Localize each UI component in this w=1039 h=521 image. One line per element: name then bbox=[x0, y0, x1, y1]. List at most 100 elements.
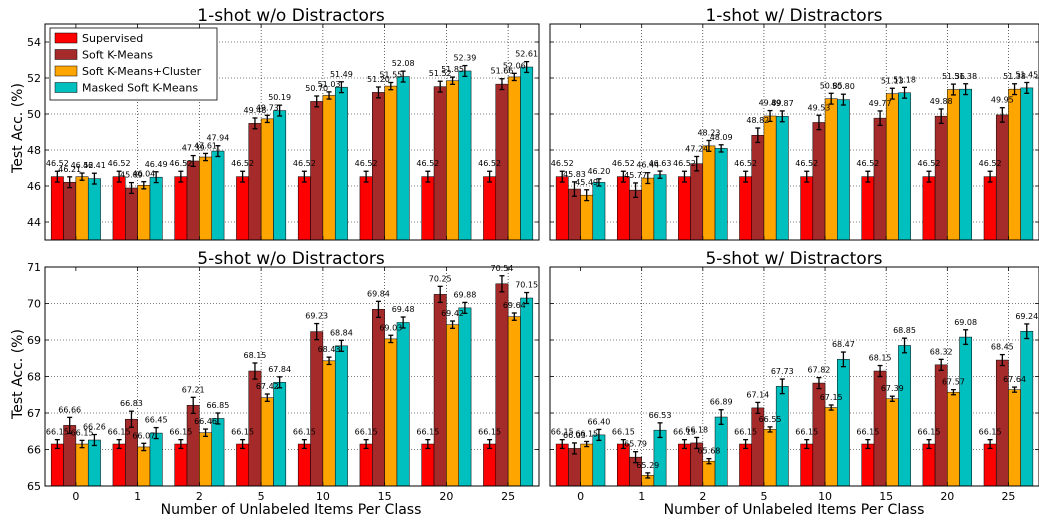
bar bbox=[248, 123, 262, 240]
data-label: 46.52 bbox=[293, 159, 316, 168]
y-tick-label: 44 bbox=[27, 216, 41, 229]
bar bbox=[75, 176, 89, 240]
data-label: 68.84 bbox=[330, 328, 353, 337]
legend-swatch bbox=[54, 82, 78, 93]
data-label: 67.39 bbox=[881, 384, 904, 393]
bar bbox=[922, 443, 936, 486]
legend-swatch bbox=[54, 49, 78, 60]
data-label: 69.88 bbox=[453, 290, 476, 299]
legend-frame bbox=[49, 27, 218, 101]
bar bbox=[334, 86, 348, 240]
bar bbox=[702, 460, 716, 486]
panel-title: 5-shot w/o Distractors bbox=[197, 249, 385, 269]
data-label: 49.48 bbox=[243, 106, 266, 115]
data-label: 66.46 bbox=[194, 417, 217, 426]
bar bbox=[983, 176, 997, 240]
data-label: 67.82 bbox=[807, 366, 830, 375]
x-tick-label: 5 bbox=[760, 490, 767, 503]
y-tick-label: 68 bbox=[27, 371, 41, 384]
data-label: 68.15 bbox=[869, 354, 892, 363]
data-label: 45.89 bbox=[120, 171, 143, 180]
bar bbox=[592, 182, 606, 240]
bar bbox=[359, 443, 373, 486]
legend-label: Masked Soft K-Means bbox=[82, 82, 198, 95]
y-tick-label: 50 bbox=[27, 108, 41, 121]
data-label: 66.15 bbox=[355, 428, 378, 437]
bar bbox=[885, 398, 899, 486]
bar bbox=[873, 117, 887, 240]
y-tick-label: 71 bbox=[27, 261, 41, 274]
bar bbox=[837, 99, 850, 240]
legend-swatch bbox=[54, 65, 78, 77]
data-label: 66.89 bbox=[710, 398, 733, 407]
bars bbox=[555, 323, 1034, 486]
bar bbox=[334, 345, 348, 486]
bar bbox=[824, 98, 838, 240]
bar bbox=[592, 434, 606, 486]
x-tick-label: 10 bbox=[818, 490, 832, 503]
bar bbox=[555, 443, 569, 486]
data-label: 46.52 bbox=[734, 159, 757, 168]
data-label: 46.52 bbox=[478, 159, 501, 168]
data-label: 66.15 bbox=[71, 428, 94, 437]
data-label: 48.82 bbox=[746, 116, 769, 125]
y-tick-label: 46 bbox=[27, 180, 41, 193]
panel-5shot-no-distractors: 5-shot w/o Distractors Test Acc. (%) Num… bbox=[10, 249, 540, 518]
bar bbox=[458, 70, 472, 240]
legend-label: Soft K-Means bbox=[82, 49, 153, 62]
data-label: 51.49 bbox=[330, 70, 353, 79]
data-label: 68.45 bbox=[991, 343, 1014, 352]
panel-1shot-no-distractors: 1-shot w/o Distractors Test Acc. (%) 46.… bbox=[10, 6, 540, 241]
bar bbox=[297, 176, 311, 240]
data-label: 51.38 bbox=[1003, 72, 1026, 81]
bar bbox=[112, 443, 126, 486]
data-label: 45.83 bbox=[563, 170, 586, 179]
bar bbox=[125, 187, 138, 240]
x-tick-label: 1 bbox=[638, 490, 645, 503]
bar bbox=[641, 177, 655, 240]
data-label: 52.39 bbox=[453, 54, 476, 63]
panel-title: 5-shot w/ Distractors bbox=[705, 249, 882, 269]
x-tick-label: 15 bbox=[378, 490, 392, 503]
data-label: 68.47 bbox=[832, 340, 855, 349]
y-axis-label: Test Acc. (%) bbox=[10, 329, 26, 420]
data-label: 46.49 bbox=[145, 160, 168, 169]
x-tick-label: 10 bbox=[316, 490, 330, 503]
bar bbox=[983, 443, 997, 486]
x-tick-label: 1 bbox=[134, 490, 141, 503]
bar bbox=[947, 89, 960, 240]
data-label: 65.29 bbox=[636, 461, 659, 470]
data-label: 69.08 bbox=[954, 318, 977, 327]
bar bbox=[520, 297, 534, 486]
data-label: 66.15 bbox=[856, 428, 879, 437]
data-label: 68.32 bbox=[930, 347, 953, 356]
data-label: 68.43 bbox=[318, 345, 341, 354]
bar bbox=[273, 382, 287, 486]
bar bbox=[800, 176, 814, 240]
bar bbox=[199, 156, 212, 240]
bar bbox=[837, 359, 850, 486]
data-label: 50.80 bbox=[832, 82, 855, 91]
x-tick-label: 2 bbox=[196, 490, 203, 503]
bar bbox=[446, 324, 459, 486]
x-tick-label: 0 bbox=[72, 490, 79, 503]
data-label: 46.52 bbox=[169, 159, 192, 168]
bar bbox=[236, 176, 250, 240]
data-label: 49.95 bbox=[991, 96, 1014, 105]
bar bbox=[922, 176, 936, 240]
bar bbox=[898, 92, 911, 240]
data-label: 46.52 bbox=[795, 159, 818, 168]
data-label: 69.03 bbox=[379, 323, 402, 332]
data-label: 51.03 bbox=[318, 80, 341, 89]
data-label: 66.07 bbox=[132, 431, 155, 440]
data-label: 46.52 bbox=[231, 159, 254, 168]
data-label: 69.24 bbox=[1015, 312, 1038, 321]
data-label: 66.15 bbox=[612, 428, 635, 437]
data-label: 46.52 bbox=[856, 159, 879, 168]
marks: 46.5245.8345.4946.2046.5245.7746.4446.63… bbox=[549, 23, 1039, 241]
bar bbox=[1020, 87, 1034, 240]
data-label: 66.83 bbox=[120, 399, 143, 408]
data-label: 70.54 bbox=[490, 264, 513, 273]
data-label: 66.15 bbox=[575, 429, 598, 438]
